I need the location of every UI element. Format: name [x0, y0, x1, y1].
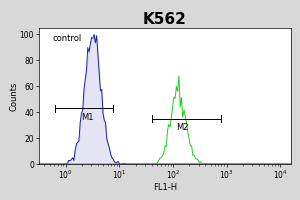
X-axis label: FL1-H: FL1-H	[153, 183, 177, 192]
Text: M2: M2	[176, 123, 188, 132]
Y-axis label: Counts: Counts	[9, 81, 18, 111]
Text: control: control	[52, 34, 82, 43]
Title: K562: K562	[143, 12, 187, 27]
Text: M1: M1	[81, 113, 93, 122]
